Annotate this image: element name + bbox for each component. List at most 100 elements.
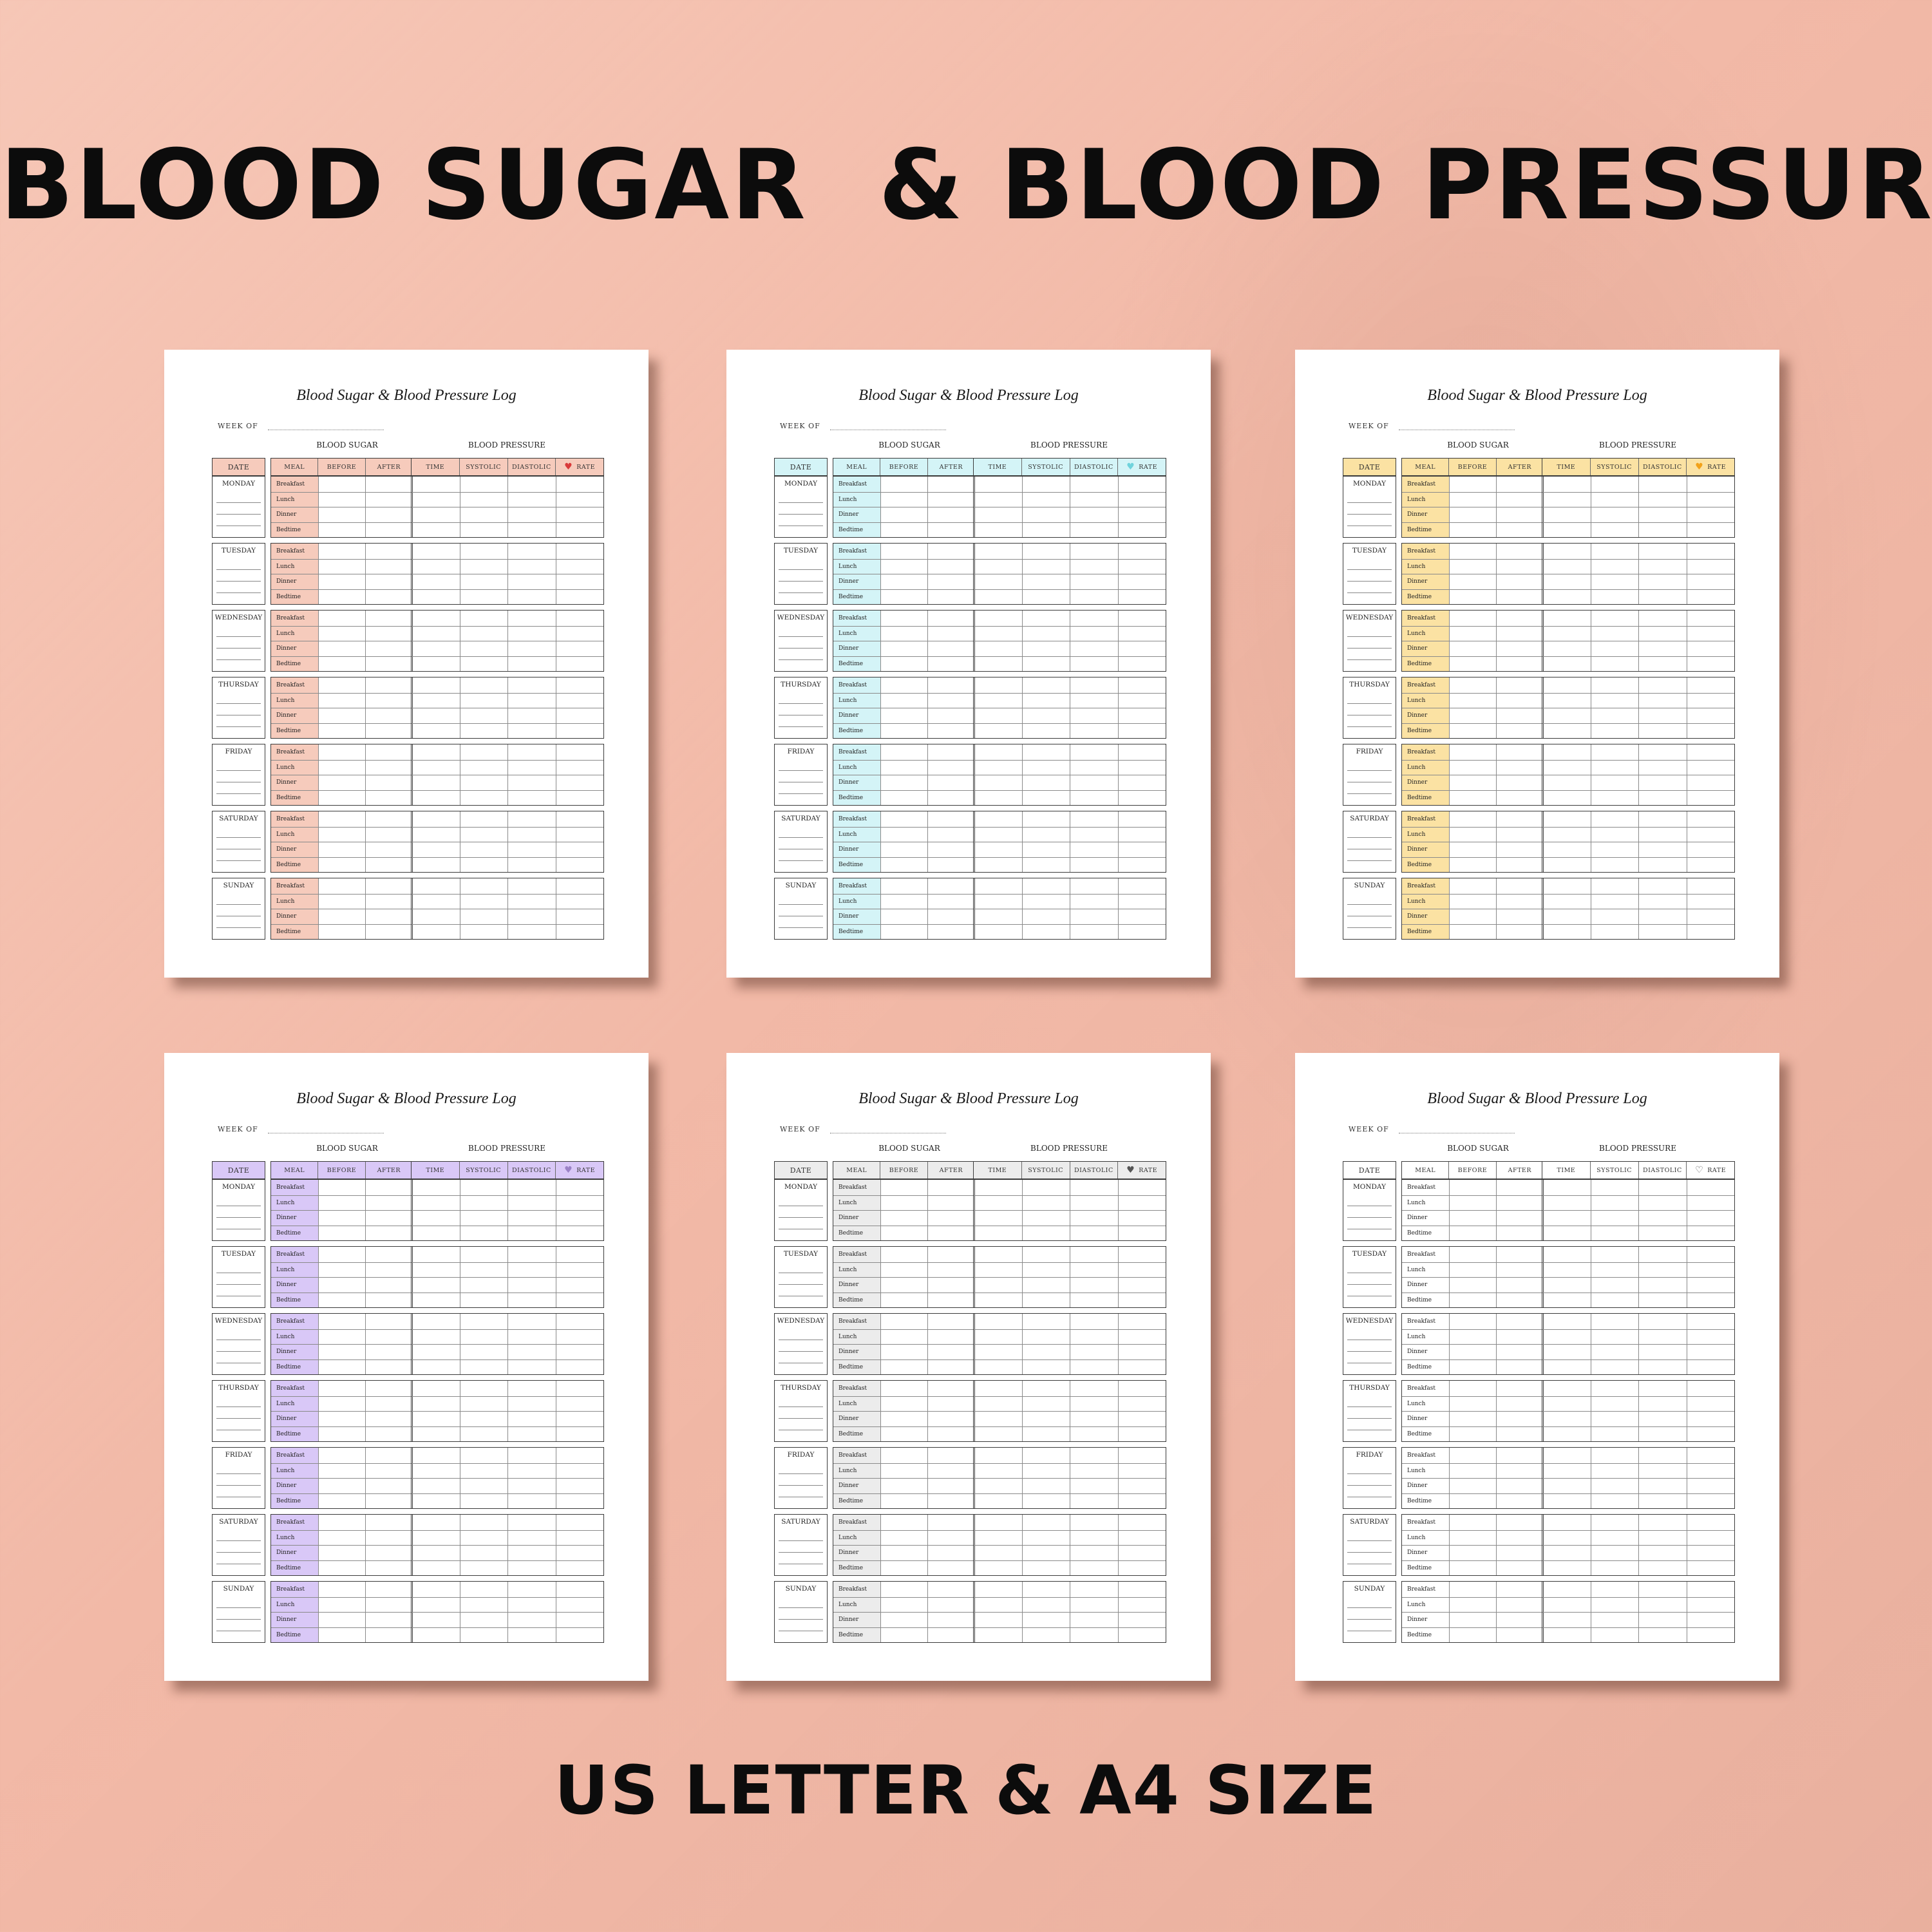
diastolic-entry-cell[interactable] bbox=[1070, 811, 1118, 827]
after-reading-cell[interactable] bbox=[365, 893, 412, 909]
day-date-cell[interactable]: WEDNESDAY bbox=[1343, 610, 1396, 672]
time-entry-cell[interactable] bbox=[974, 1515, 1022, 1530]
rate-entry-cell[interactable] bbox=[1117, 507, 1166, 522]
diastolic-entry-cell[interactable] bbox=[507, 1359, 556, 1374]
diastolic-entry-cell[interactable] bbox=[1638, 1180, 1687, 1195]
before-reading-cell[interactable] bbox=[318, 477, 365, 492]
systolic-entry-cell[interactable] bbox=[1021, 1596, 1070, 1612]
before-reading-cell[interactable] bbox=[880, 1426, 927, 1441]
systolic-entry-cell[interactable] bbox=[459, 1612, 507, 1627]
diastolic-entry-cell[interactable] bbox=[1638, 1582, 1687, 1597]
rate-entry-cell[interactable] bbox=[1686, 677, 1735, 693]
systolic-entry-cell[interactable] bbox=[1021, 1381, 1070, 1396]
time-entry-cell[interactable] bbox=[1542, 1180, 1591, 1195]
after-reading-cell[interactable] bbox=[927, 677, 974, 693]
after-reading-cell[interactable] bbox=[927, 1426, 974, 1441]
systolic-entry-cell[interactable] bbox=[1021, 1277, 1070, 1293]
time-entry-cell[interactable] bbox=[1542, 893, 1591, 909]
systolic-entry-cell[interactable] bbox=[1021, 826, 1070, 842]
time-entry-cell[interactable] bbox=[1542, 574, 1591, 589]
time-entry-cell[interactable] bbox=[974, 677, 1022, 693]
after-reading-cell[interactable] bbox=[1496, 1195, 1543, 1210]
time-entry-cell[interactable] bbox=[1542, 611, 1591, 626]
diastolic-entry-cell[interactable] bbox=[1638, 1493, 1687, 1508]
diastolic-entry-cell[interactable] bbox=[1070, 558, 1118, 574]
before-reading-cell[interactable] bbox=[318, 1381, 365, 1396]
rate-entry-cell[interactable] bbox=[1117, 522, 1166, 537]
diastolic-entry-cell[interactable] bbox=[507, 1596, 556, 1612]
diastolic-entry-cell[interactable] bbox=[507, 923, 556, 939]
time-entry-cell[interactable] bbox=[412, 842, 460, 857]
diastolic-entry-cell[interactable] bbox=[1638, 1627, 1687, 1642]
before-reading-cell[interactable] bbox=[1449, 708, 1496, 723]
time-entry-cell[interactable] bbox=[412, 1596, 460, 1613]
systolic-entry-cell[interactable] bbox=[459, 708, 507, 723]
systolic-entry-cell[interactable] bbox=[1021, 1426, 1070, 1441]
after-reading-cell[interactable] bbox=[365, 625, 412, 641]
rate-entry-cell[interactable] bbox=[1686, 842, 1734, 857]
diastolic-entry-cell[interactable] bbox=[1070, 1627, 1118, 1642]
after-reading-cell[interactable] bbox=[365, 544, 412, 559]
diastolic-entry-cell[interactable] bbox=[1638, 1292, 1687, 1307]
systolic-entry-cell[interactable] bbox=[1590, 1247, 1639, 1262]
before-reading-cell[interactable] bbox=[880, 708, 927, 723]
day-date-cell[interactable]: MONDAY bbox=[774, 476, 828, 538]
rate-entry-cell[interactable] bbox=[555, 708, 603, 723]
rate-entry-cell[interactable] bbox=[1117, 1582, 1166, 1597]
rate-entry-cell[interactable] bbox=[555, 775, 603, 790]
diastolic-entry-cell[interactable] bbox=[1070, 1344, 1118, 1359]
before-reading-cell[interactable] bbox=[318, 1515, 365, 1530]
diastolic-entry-cell[interactable] bbox=[1638, 775, 1687, 790]
time-entry-cell[interactable] bbox=[974, 522, 1022, 538]
week-of-field[interactable]: WEEK OF bbox=[780, 1125, 947, 1133]
rate-entry-cell[interactable] bbox=[1686, 1359, 1734, 1374]
rate-entry-cell[interactable] bbox=[555, 842, 603, 857]
systolic-entry-cell[interactable] bbox=[1590, 507, 1638, 522]
after-reading-cell[interactable] bbox=[927, 1478, 974, 1493]
systolic-entry-cell[interactable] bbox=[459, 1247, 508, 1262]
systolic-entry-cell[interactable] bbox=[1590, 1627, 1638, 1642]
time-entry-cell[interactable] bbox=[974, 744, 1022, 760]
systolic-entry-cell[interactable] bbox=[1021, 1627, 1070, 1642]
rate-entry-cell[interactable] bbox=[1117, 744, 1166, 760]
diastolic-entry-cell[interactable] bbox=[1070, 692, 1118, 708]
after-reading-cell[interactable] bbox=[365, 878, 412, 894]
systolic-entry-cell[interactable] bbox=[1021, 1530, 1070, 1545]
before-reading-cell[interactable] bbox=[318, 1596, 365, 1612]
day-date-cell[interactable]: THURSDAY bbox=[774, 1380, 828, 1442]
time-entry-cell[interactable] bbox=[1542, 775, 1591, 790]
before-reading-cell[interactable] bbox=[318, 759, 365, 775]
before-reading-cell[interactable] bbox=[1449, 826, 1496, 842]
day-date-cell[interactable]: TUESDAY bbox=[1343, 1246, 1396, 1308]
rate-entry-cell[interactable] bbox=[1686, 857, 1734, 872]
after-reading-cell[interactable] bbox=[1496, 1515, 1543, 1530]
before-reading-cell[interactable] bbox=[880, 1478, 927, 1493]
before-reading-cell[interactable] bbox=[1449, 1493, 1496, 1508]
day-date-cell[interactable]: THURSDAY bbox=[1343, 677, 1396, 739]
diastolic-entry-cell[interactable] bbox=[1070, 611, 1118, 626]
diastolic-entry-cell[interactable] bbox=[1070, 1180, 1118, 1195]
time-entry-cell[interactable] bbox=[1542, 641, 1591, 656]
before-reading-cell[interactable] bbox=[318, 775, 365, 790]
systolic-entry-cell[interactable] bbox=[459, 842, 507, 857]
after-reading-cell[interactable] bbox=[927, 1195, 974, 1210]
after-reading-cell[interactable] bbox=[365, 522, 412, 537]
diastolic-entry-cell[interactable] bbox=[1070, 1596, 1118, 1612]
before-reading-cell[interactable] bbox=[318, 1582, 365, 1597]
rate-entry-cell[interactable] bbox=[1117, 1596, 1166, 1612]
before-reading-cell[interactable] bbox=[1449, 1225, 1496, 1240]
after-reading-cell[interactable] bbox=[927, 1463, 974, 1478]
diastolic-entry-cell[interactable] bbox=[1638, 574, 1687, 589]
after-reading-cell[interactable] bbox=[1496, 507, 1543, 522]
rate-entry-cell[interactable] bbox=[1117, 1262, 1166, 1277]
after-reading-cell[interactable] bbox=[1496, 1277, 1543, 1293]
before-reading-cell[interactable] bbox=[318, 1247, 365, 1262]
rate-entry-cell[interactable] bbox=[555, 1530, 603, 1545]
time-entry-cell[interactable] bbox=[1542, 1344, 1591, 1359]
diastolic-entry-cell[interactable] bbox=[507, 507, 556, 522]
diastolic-entry-cell[interactable] bbox=[507, 857, 556, 872]
systolic-entry-cell[interactable] bbox=[459, 893, 507, 909]
after-reading-cell[interactable] bbox=[927, 1515, 974, 1530]
rate-entry-cell[interactable] bbox=[555, 558, 603, 574]
time-entry-cell[interactable] bbox=[412, 909, 460, 924]
